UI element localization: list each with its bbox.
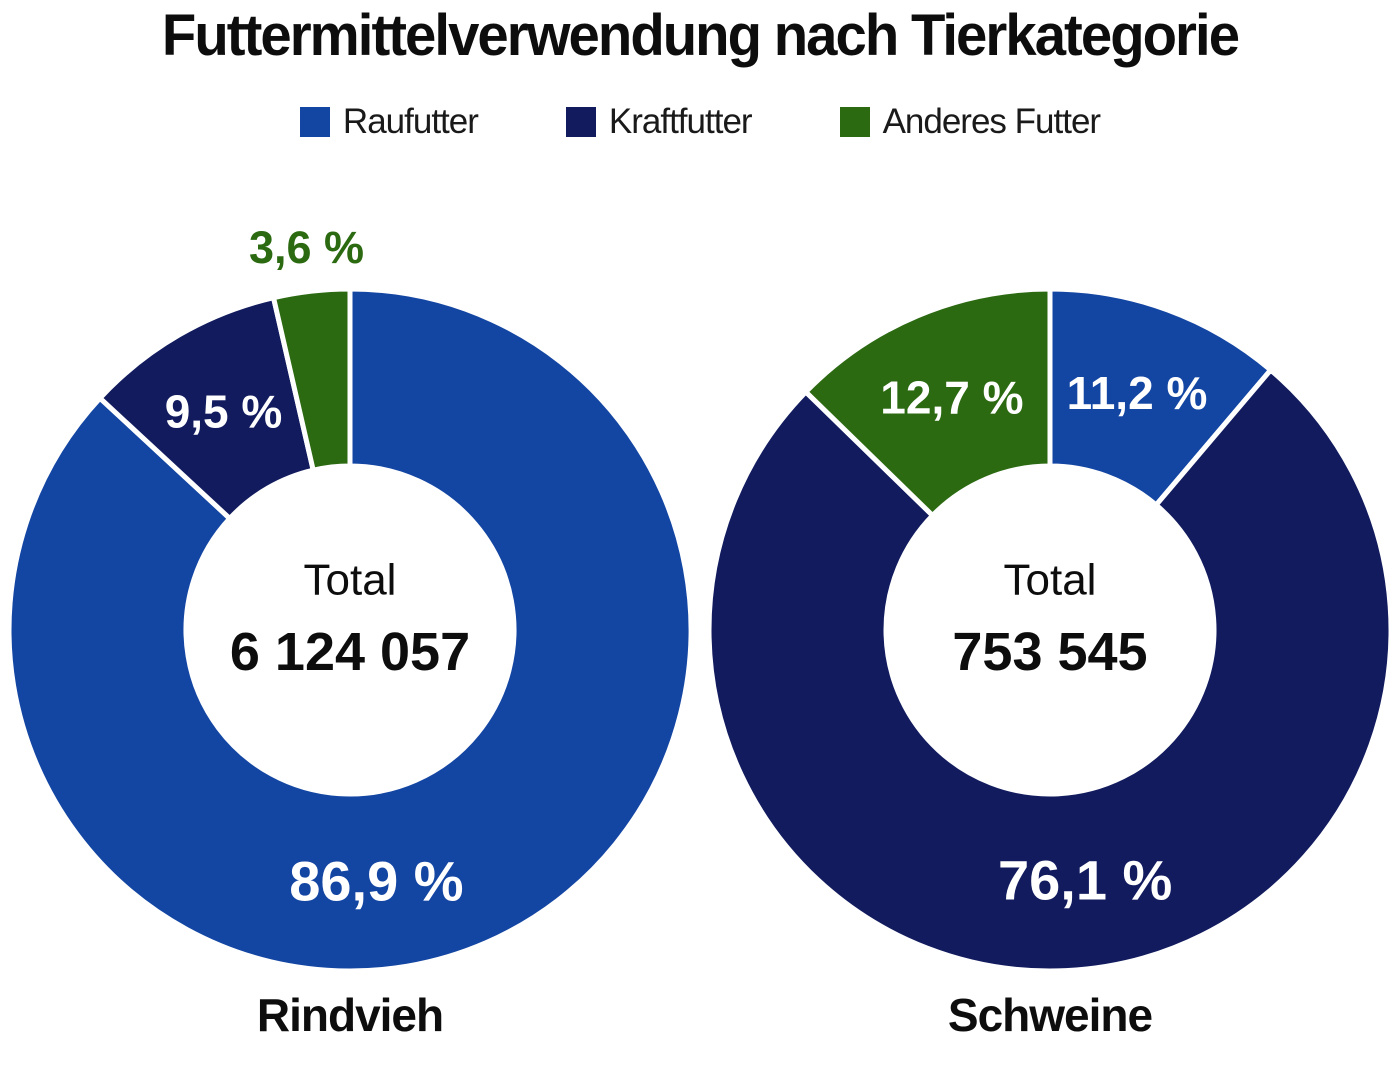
chart-caption-rindvieh: Rindvieh (256, 988, 444, 1041)
slice-label: 76,1 % (998, 848, 1172, 911)
donut-slice-kraftfutter (706, 367, 1394, 974)
total-label: Total (304, 555, 397, 604)
donut-slice-raufutter (1047, 286, 1274, 508)
slice-label: 86,9 % (289, 849, 463, 912)
chart-caption-schweine: Schweine (947, 988, 1153, 1041)
legend-swatch (299, 106, 330, 137)
legend-swatch (839, 106, 870, 137)
donut-slice-anderes-futter (803, 286, 1053, 518)
legend-label: Kraftfutter (608, 101, 753, 141)
legend-swatch (565, 106, 596, 137)
chart-title: Futtermittelverwendung nach Tierkategori… (161, 3, 1240, 68)
slice-label-outside: 3,6 % (249, 228, 364, 273)
donut-svg-schweine: 11,2 % 76,1 % 12,7 % Total 753 545 (706, 286, 1394, 974)
legend-item-anderes-futter: Anderes Futter (839, 101, 1101, 142)
total-value: 6 124 057 (230, 622, 470, 682)
total-value: 753 545 (952, 622, 1147, 682)
slice-label: 9,5 % (165, 385, 283, 437)
donut-chart-rindvieh: 86,9 % 9,5 % 3,6 % Total 6 124 057 Rindvieh (0, 228, 700, 1042)
donut-slice-raufutter (6, 286, 694, 974)
slice-label: 11,2 % (1067, 367, 1208, 419)
legend: Raufutter Kraftfutter Anderes Futter (0, 102, 1400, 142)
legend-item-kraftfutter: Kraftfutter (565, 101, 753, 142)
charts-row: 86,9 % 9,5 % 3,6 % Total 6 124 057 Rindvieh … (0, 228, 1400, 1042)
donut-slice-anderes-futter (271, 286, 353, 473)
donut-svg-rindvieh: 86,9 % 9,5 % 3,6 % Total 6 124 057 (6, 228, 694, 974)
infographic: Futtermittelverwendung nach Tierkategori… (0, 4, 1400, 1070)
legend-item-raufutter: Raufutter (299, 101, 479, 142)
legend-label: Raufutter (342, 101, 479, 141)
donut-chart-schweine: 11,2 % 76,1 % 12,7 % Total 753 545 Schweine (700, 228, 1400, 1042)
slice-label: 12,7 % (880, 371, 1023, 423)
total-label: Total (1004, 555, 1097, 604)
legend-label: Anderes Futter (882, 101, 1101, 141)
